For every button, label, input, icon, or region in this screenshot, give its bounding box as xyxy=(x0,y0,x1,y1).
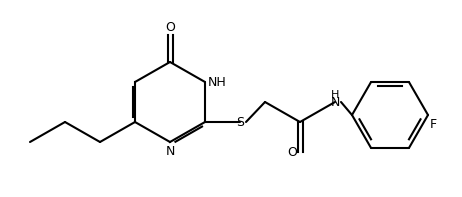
Text: S: S xyxy=(236,115,244,128)
Text: NH: NH xyxy=(208,75,227,88)
Text: N: N xyxy=(165,145,175,158)
Text: O: O xyxy=(287,146,297,159)
Text: N: N xyxy=(330,96,340,109)
Text: O: O xyxy=(165,21,175,34)
Text: H: H xyxy=(331,90,339,100)
Text: F: F xyxy=(430,118,437,131)
